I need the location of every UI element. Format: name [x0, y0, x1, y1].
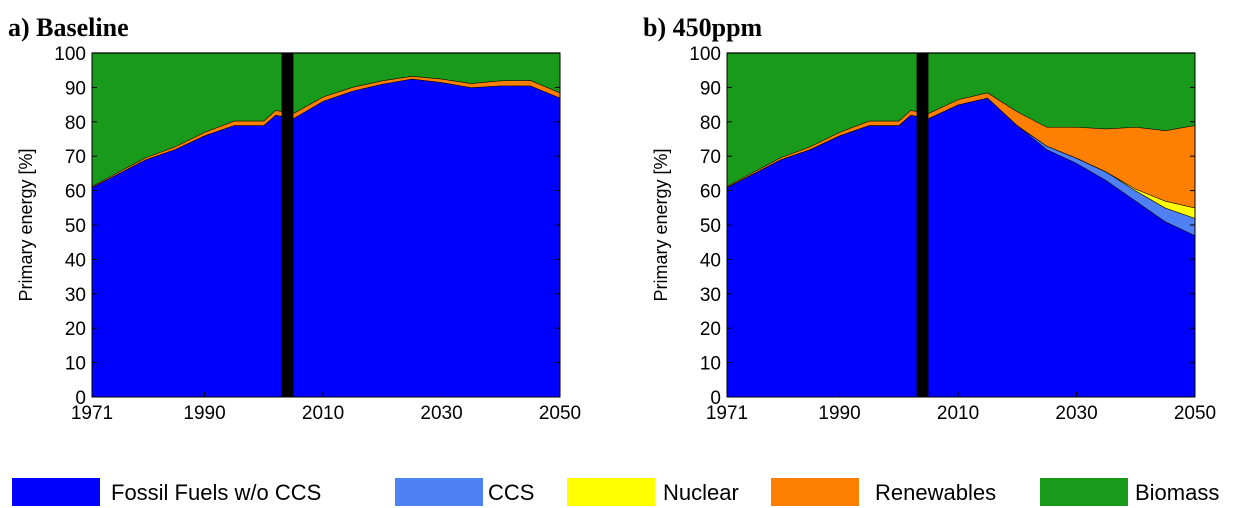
y-tick-label: 100 [54, 44, 86, 65]
chart-title: b) 450ppm [643, 13, 763, 42]
x-tick-label: 2050 [539, 403, 581, 424]
legend: Fossil Fuels w/o CCS CCS Nuclear Renewables… [12, 478, 1219, 506]
y-tick-label: 60 [700, 182, 721, 203]
y-tick-label: 50 [65, 216, 86, 237]
x-tick-label: 1990 [183, 403, 225, 424]
x-tick-label: 1971 [706, 403, 748, 424]
chart-title: a) Baseline [8, 13, 129, 42]
x-tick-label: 2030 [1055, 403, 1097, 424]
y-axis-label: Primary energy [%] [651, 148, 671, 301]
area-fossil-fuels-w-o-ccs [727, 97, 1195, 397]
area-biomass [92, 53, 560, 187]
legend-swatch-nuclear [567, 478, 655, 506]
legend-swatch-ccs [395, 478, 483, 506]
area-biomass [727, 53, 1195, 187]
y-tick-label: 90 [65, 78, 86, 99]
legend-label-ccs: CCS [488, 480, 534, 505]
legend-swatch-renewables [771, 478, 859, 506]
area-renewables [92, 76, 560, 188]
x-tick-label: 2010 [937, 403, 979, 424]
x-tick-label: 2050 [1174, 403, 1216, 424]
y-tick-label: 80 [700, 113, 721, 134]
area-fossil-fuels-w-o-ccs [92, 78, 560, 398]
y-tick-label: 50 [700, 216, 721, 237]
marker-band [916, 53, 929, 397]
y-axis-label: Primary energy [%] [16, 148, 36, 301]
y-tick-label: 90 [700, 78, 721, 99]
legend-label-biomass: Biomass [1135, 480, 1219, 505]
legend-label-renewables: Renewables [875, 480, 996, 505]
x-tick-label: 1990 [818, 403, 860, 424]
legend-label-nuclear: Nuclear [663, 480, 739, 505]
y-tick-label: 0 [75, 388, 86, 409]
y-tick-label: 30 [700, 285, 721, 306]
x-tick-label: 1971 [71, 403, 113, 424]
x-tick-label: 2030 [420, 403, 462, 424]
y-tick-label: 40 [65, 250, 86, 271]
y-tick-label: 60 [65, 182, 86, 203]
y-tick-label: 20 [700, 319, 721, 340]
y-tick-label: 70 [65, 147, 86, 168]
y-tick-label: 100 [689, 44, 721, 65]
legend-swatch-biomass [1040, 478, 1128, 506]
y-tick-label: 70 [700, 147, 721, 168]
y-tick-label: 30 [65, 285, 86, 306]
marker-band [281, 53, 294, 397]
legend-label-fossil-fuels-w-o-ccs: Fossil Fuels w/o CCS [111, 480, 321, 505]
area-renewables [727, 92, 1195, 208]
y-tick-label: 40 [700, 250, 721, 271]
x-tick-label: 2010 [302, 403, 344, 424]
y-tick-label: 10 [65, 354, 86, 375]
y-tick-label: 10 [700, 354, 721, 375]
y-tick-label: 80 [65, 113, 86, 134]
y-tick-label: 20 [65, 319, 86, 340]
legend-swatch-fossil-fuels-w-o-ccs [12, 478, 100, 506]
y-tick-label: 0 [710, 388, 721, 409]
